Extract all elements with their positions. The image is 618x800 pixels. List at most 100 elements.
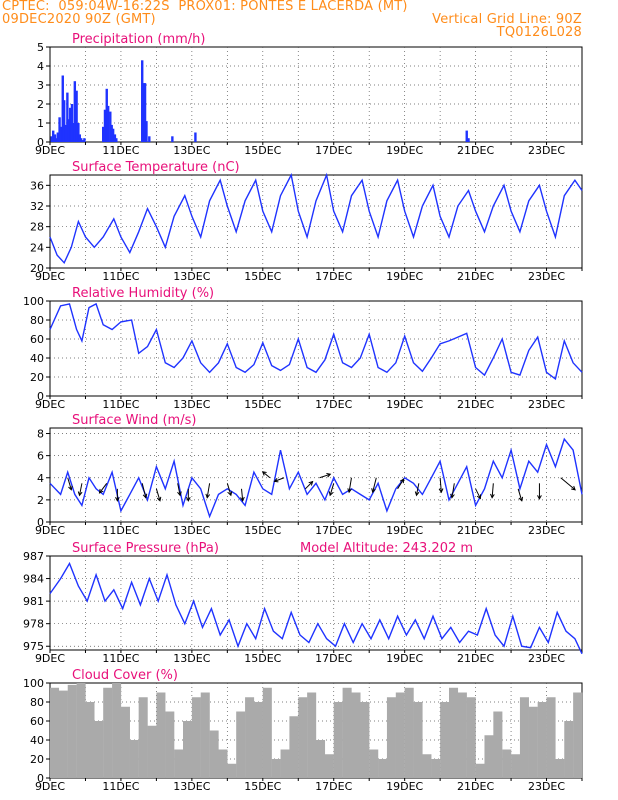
y-tick-label: 975 <box>23 640 44 653</box>
precip-bar <box>62 100 66 142</box>
x-tick-label: 11DEC <box>102 144 139 157</box>
x-tick-label: 15DEC <box>244 144 281 157</box>
wind-arrow-head <box>273 477 279 483</box>
precip-bar <box>171 136 174 142</box>
precip-bar <box>61 75 64 142</box>
y-tick-label: 36 <box>30 179 44 192</box>
precip-bar <box>72 123 75 142</box>
wind-arrow-head <box>77 491 83 497</box>
cloud-bar <box>360 702 370 778</box>
wind-arrow-head <box>399 478 405 484</box>
x-tick-label: 11DEC <box>102 270 139 283</box>
x-tick-label: 11DEC <box>102 652 139 665</box>
wind-arrow <box>371 477 377 494</box>
precip-bar <box>78 134 81 142</box>
cloud-bar <box>138 697 148 778</box>
x-tick-label: 19DEC <box>386 270 423 283</box>
cloud-bar <box>395 692 405 778</box>
cloud-bar <box>209 730 219 778</box>
precip-bar <box>67 119 70 142</box>
cloud-bar <box>546 697 556 778</box>
wind-arrow <box>240 488 245 502</box>
wind-arrow-shaft <box>329 483 335 496</box>
header-code: TQ0126L028 <box>496 25 582 40</box>
precip-bar <box>50 136 53 142</box>
precip-bar <box>143 83 147 142</box>
x-tick-label: 23DEC <box>528 524 565 537</box>
x-tick-label: 9DEC <box>35 398 65 411</box>
cloud-bar <box>493 711 503 778</box>
plot-frame <box>49 300 583 397</box>
precip-bar <box>53 134 57 142</box>
cloud-bar <box>218 749 228 778</box>
cloud-bar <box>280 749 290 778</box>
y-tick-label: 40 <box>30 352 44 365</box>
precip-bar <box>69 107 72 142</box>
wind-arrow-head <box>518 496 524 502</box>
y-tick-label: 0 <box>37 136 44 149</box>
wind-arrow-head <box>98 488 104 494</box>
precip-bar <box>113 134 117 142</box>
x-tick-label: 23DEC <box>528 144 565 157</box>
cloud-bar <box>324 754 334 778</box>
cloud-bar <box>85 702 95 778</box>
x-tick-label: 13DEC <box>173 398 210 411</box>
cloud-bar <box>289 716 299 778</box>
cloud-bar <box>174 749 184 778</box>
precip-bar <box>66 92 69 142</box>
panel-title: Surface Pressure (hPa) <box>72 541 219 556</box>
x-tick-label: 21DEC <box>457 270 494 283</box>
wind-arrow <box>67 477 73 491</box>
cloud-bar <box>475 763 485 778</box>
panel-rh: 0 20 40 60 80 100 9DEC 11DEC 13DEC 15DEC 17DEC 19DE… <box>23 286 583 411</box>
wind-arrow <box>397 478 405 490</box>
wind-arrow-shaft <box>491 483 494 498</box>
header-date: 09DEC2020 90Z (GMT) <box>2 12 156 27</box>
precip-bar <box>64 124 67 142</box>
wind-arrow <box>177 483 182 497</box>
wind-arrow-shaft <box>372 477 377 493</box>
cloud-bar <box>271 759 281 778</box>
precip-bar <box>55 138 58 142</box>
wind-arrow-head <box>537 495 542 500</box>
wind-arrow-shaft <box>517 488 523 501</box>
wind-arrow <box>537 483 542 500</box>
panel-title: Surface Temperature (nC) <box>72 160 240 175</box>
cloud-bar <box>386 697 396 778</box>
wind-arrow-head <box>177 491 182 497</box>
x-tick-label: 21DEC <box>457 780 494 793</box>
wind-arrow <box>98 482 108 494</box>
x-tick-label: 17DEC <box>315 144 352 157</box>
panel-pres: 975 978 981 984 987 9DEC 11DEC 13DEC 15DEC 17DEC 1… <box>23 541 583 665</box>
wind-arrow-head <box>156 496 162 502</box>
x-tick-label: 23DEC <box>528 780 565 793</box>
y-tick-label: 4 <box>37 472 44 485</box>
cloud-bar <box>129 740 139 778</box>
wind-arrow <box>414 483 420 497</box>
y-tick-label: 40 <box>30 734 44 747</box>
x-tick-label: 13DEC <box>173 652 210 665</box>
x-tick-label: 13DEC <box>173 270 210 283</box>
cloud-bar <box>502 749 512 778</box>
cloud-bar <box>120 706 130 778</box>
precip-bar <box>467 138 470 142</box>
precip-bar <box>115 138 118 142</box>
x-tick-label: 19DEC <box>386 652 423 665</box>
wind-arrow <box>273 477 285 483</box>
wind-arrow <box>475 488 481 500</box>
y-tick-label: 987 <box>23 550 44 563</box>
wind-arrow <box>185 488 191 502</box>
cloud-bar <box>307 692 317 778</box>
x-tick-label: 23DEC <box>528 398 565 411</box>
cloud-bar <box>431 759 441 778</box>
wind-arrow-head <box>571 485 576 491</box>
wind-arrow-head <box>142 493 148 499</box>
x-tick-label: 15DEC <box>244 524 281 537</box>
wind-arrow <box>155 488 162 502</box>
header-title: CPTEC: 059:04W-16:22S PROX01: PONTES E L… <box>2 0 408 14</box>
x-tick-label: 21DEC <box>457 652 494 665</box>
x-tick-label: 9DEC <box>35 780 65 793</box>
x-tick-label: 19DEC <box>386 780 423 793</box>
cloud-bar <box>191 697 201 778</box>
